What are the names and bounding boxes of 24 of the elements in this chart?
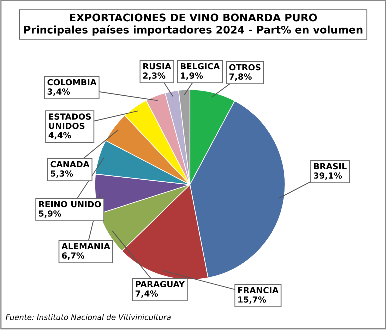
slice-label: RUSIA <box>144 63 172 70</box>
data-label: 39,1% <box>314 172 342 180</box>
slice-label: PARAGUAY <box>136 281 186 288</box>
data-label: 7,4% <box>136 290 158 298</box>
slice-label: REINO UNIDO <box>39 201 102 208</box>
chart-title: EXPORTACIONES DE VINO BONARDA PURO <box>70 14 318 22</box>
slice-label: ALEMANIA <box>62 243 110 250</box>
slice-label: BRASIL <box>314 163 347 170</box>
slice-label: FRANCIA <box>238 287 279 294</box>
slice-label: COLOMBIA <box>48 79 97 86</box>
slice-label: CANADA <box>50 161 90 168</box>
data-label: 15,7% <box>238 296 266 304</box>
slice-label: OTROS <box>230 64 261 71</box>
data-label: 5,9% <box>39 210 62 218</box>
slice-label: ESTADOS UNIDOS <box>49 114 92 130</box>
data-label: 1,9% <box>181 72 204 80</box>
data-label: 6,7% <box>62 252 85 260</box>
data-label: 7,8% <box>230 74 252 82</box>
chart-subtitle: Principales países importadores 2024 - Part% en volumen <box>24 25 363 36</box>
data-label: 4,4% <box>48 132 72 140</box>
slice-label: BELGICA <box>181 63 220 70</box>
data-label: 3,4% <box>48 88 70 96</box>
data-label: 2,3% <box>143 72 166 80</box>
data-label: 5,3% <box>51 170 74 178</box>
